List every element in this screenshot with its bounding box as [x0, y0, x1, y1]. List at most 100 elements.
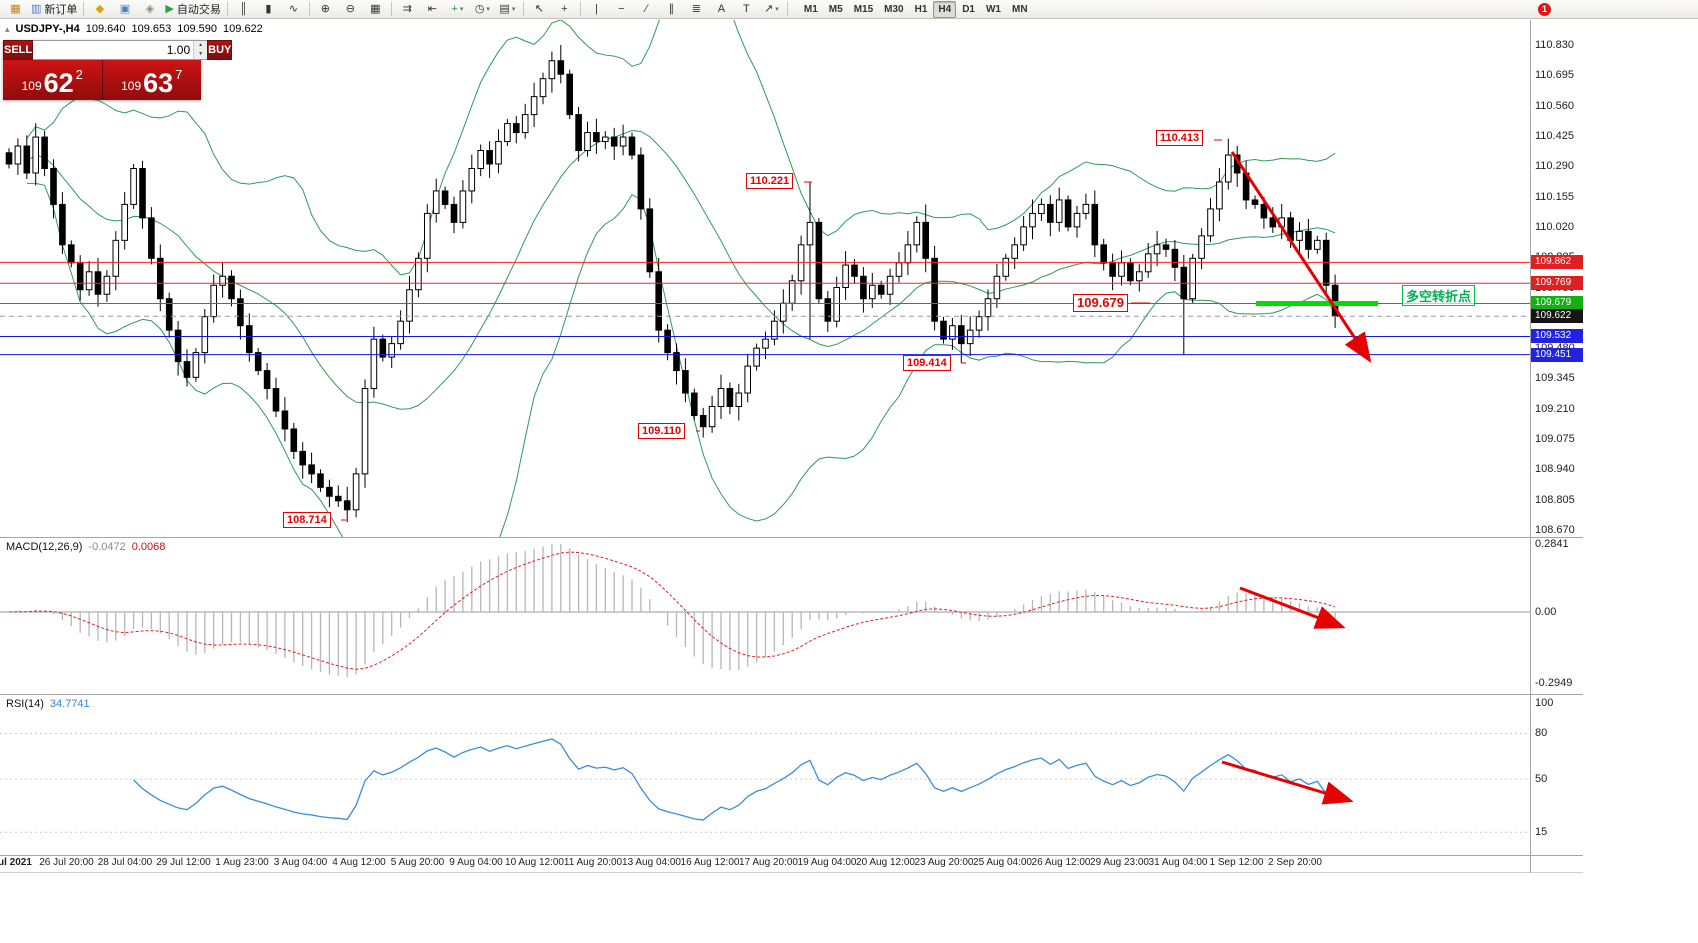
scale-label: 50 [1535, 773, 1548, 785]
timeframe-h1[interactable]: H1 [914, 3, 928, 15]
toolbar-text-label[interactable]: T [734, 0, 759, 19]
indicators-list-icon: + [451, 2, 458, 15]
templates-icon: ▤ [499, 2, 510, 15]
scale-label: 110.020 [1535, 220, 1574, 233]
time-axis-label: 31 Aug 04:00 [1148, 857, 1208, 868]
data-window-icon: ▣ [119, 2, 131, 15]
caret-down-icon: ▾ [511, 6, 516, 13]
toolbar-auto-scroll[interactable]: ⇉ [395, 0, 420, 19]
arrows-tool-icon: ↗ [764, 2, 774, 15]
new-order-label: 新订单 [44, 4, 78, 16]
buy-price-point: 7 [175, 67, 183, 82]
time-axis-label: 1 Sep 12:00 [1209, 857, 1264, 868]
toolbar-periods[interactable]: ◷ ▾ [470, 0, 495, 19]
toolbar-chart-candles[interactable]: ▮ [256, 0, 281, 19]
timeframe-d1[interactable]: D1 [962, 3, 975, 15]
volume-decrease-button[interactable]: ▼ [194, 50, 208, 59]
equidistant-channel-icon: ∥ [668, 2, 675, 15]
volume-input[interactable] [33, 41, 194, 59]
buy-price-integer: 109 [121, 79, 142, 93]
toolbar-separator [226, 2, 228, 16]
toolbar-chart-bars[interactable]: ║ [231, 0, 256, 19]
toolbar-crosshair[interactable]: + [552, 0, 577, 19]
time-axis-label: 26 Aug 12:00 [1031, 857, 1091, 868]
new-chart-icon: ▦ [10, 2, 21, 15]
price-level-badge: 109.451 [1531, 347, 1583, 362]
timeframe-m15[interactable]: M15 [853, 3, 874, 15]
rsi-panel-divider[interactable] [0, 694, 1583, 695]
time-axis-label: 28 Jul 04:00 [97, 857, 153, 868]
volume-field: ▲ ▼ [33, 40, 208, 60]
timeframe-m1[interactable]: M1 [803, 3, 818, 15]
toolbar-new-order[interactable]: ▥ 新订单 [28, 0, 80, 19]
toolbar-autotrading[interactable]: ▶ 自动交易 [162, 0, 223, 19]
toolbar-vertical-line[interactable]: | [584, 0, 609, 19]
toolbar-cursor[interactable]: ↖ [527, 0, 552, 19]
ohlc-high: 109.653 [131, 23, 172, 35]
toolbar-templates[interactable]: ▤ ▾ [495, 0, 520, 19]
autotrading-label: 自动交易 [176, 4, 221, 16]
toolbar-market-watch[interactable]: ◆ [87, 0, 112, 19]
sell-button[interactable]: SELL [3, 40, 34, 60]
notification-badge[interactable]: 1 [1538, 3, 1551, 16]
chart-shift-icon: ⇤ [427, 2, 437, 15]
time-axis-label: 17 Aug 20:00 [739, 857, 798, 868]
toolbar-new-chart[interactable]: ▦ [3, 0, 28, 19]
time-axis-label: 29 Aug 23:00 [1090, 857, 1149, 868]
toolbar-trendline[interactable]: ∕ [634, 0, 659, 19]
toolbar-text[interactable]: A [709, 0, 734, 19]
time-axis-label: 1 Aug 23:00 [215, 857, 269, 868]
timeframe-m5[interactable]: M5 [828, 3, 843, 15]
caret-down-icon: ▾ [459, 6, 464, 13]
toolbar-zoom-out[interactable]: ⊖ [338, 0, 363, 19]
price-level-badge: 109.532 [1531, 329, 1583, 344]
sell-price-integer: 109 [21, 79, 42, 93]
scale-label: 108.805 [1535, 493, 1575, 506]
toolbar-equidistant-channel[interactable]: ∥ [659, 0, 684, 19]
scale-label: 108.940 [1535, 463, 1575, 476]
time-axis-label: 16 Aug 12:00 [680, 857, 740, 868]
drawn-annotations [341, 139, 1378, 521]
toolbar-navigator[interactable]: ◈ [137, 0, 162, 19]
time-axis-label: 9 Aug 04:00 [449, 857, 503, 868]
macd-signal-value: 0.0068 [131, 541, 166, 553]
time-axis-label: 23 Aug 20:00 [914, 857, 974, 868]
toolbar-zoom-in[interactable]: ⊕ [313, 0, 338, 19]
scale-label: 80 [1535, 727, 1548, 740]
toolbar-horizontal-line[interactable]: − [609, 0, 634, 19]
macd-panel-divider[interactable] [0, 537, 1583, 538]
toolbar-data-window[interactable]: ▣ [112, 0, 137, 19]
time-axis-label: 11 Aug 20:00 [563, 857, 623, 868]
horizontal-line-icon: − [618, 2, 625, 15]
toolbar-indicators-list[interactable]: + ▾ [445, 0, 470, 19]
timeframe-m30[interactable]: M30 [884, 3, 904, 15]
rsi-panel-chart [0, 732, 1530, 833]
toolbar-tile-windows[interactable]: ▦ [363, 0, 388, 19]
toolbar-separator [308, 2, 310, 16]
timeframe-mn[interactable]: MN [1011, 3, 1028, 15]
toolbar-arrows-tool[interactable]: ↗ ▾ [759, 0, 784, 19]
fibonacci-retracement-icon: ≣ [691, 2, 701, 15]
macd-signal-line [8, 551, 1336, 670]
toolbar-fibonacci-retracement[interactable]: ≣ [684, 0, 709, 19]
scale-label: 15 [1535, 826, 1548, 839]
toolbar-chart-line[interactable]: ∿ [281, 0, 306, 19]
rsi-indicator-label: RSI(14) 34.7741 [6, 698, 90, 710]
timeframe-h4[interactable]: H4 [933, 0, 957, 18]
price-level-badge: 109.769 [1531, 276, 1583, 291]
buy-button[interactable]: BUY [207, 40, 233, 60]
scale-label: 110.425 [1535, 129, 1574, 142]
auto-scroll-icon: ⇉ [402, 2, 412, 15]
time-axis-label: 19 Aug 04:00 [797, 857, 857, 868]
navigator-icon: ◈ [145, 2, 155, 15]
volume-increase-button[interactable]: ▲ [194, 41, 208, 50]
price-level-badge: 109.679 [1531, 296, 1583, 311]
sell-quote[interactable]: 109 62 2 [3, 60, 103, 100]
timeframe-w1[interactable]: W1 [985, 3, 1001, 15]
toolbar-chart-shift[interactable]: ⇤ [420, 0, 445, 19]
toolbar-separator [786, 2, 788, 16]
horizontal-level-lines [0, 261, 1530, 356]
buy-quote[interactable]: 109 63 7 [103, 60, 202, 100]
direction-up-icon: ▴ [5, 23, 10, 34]
